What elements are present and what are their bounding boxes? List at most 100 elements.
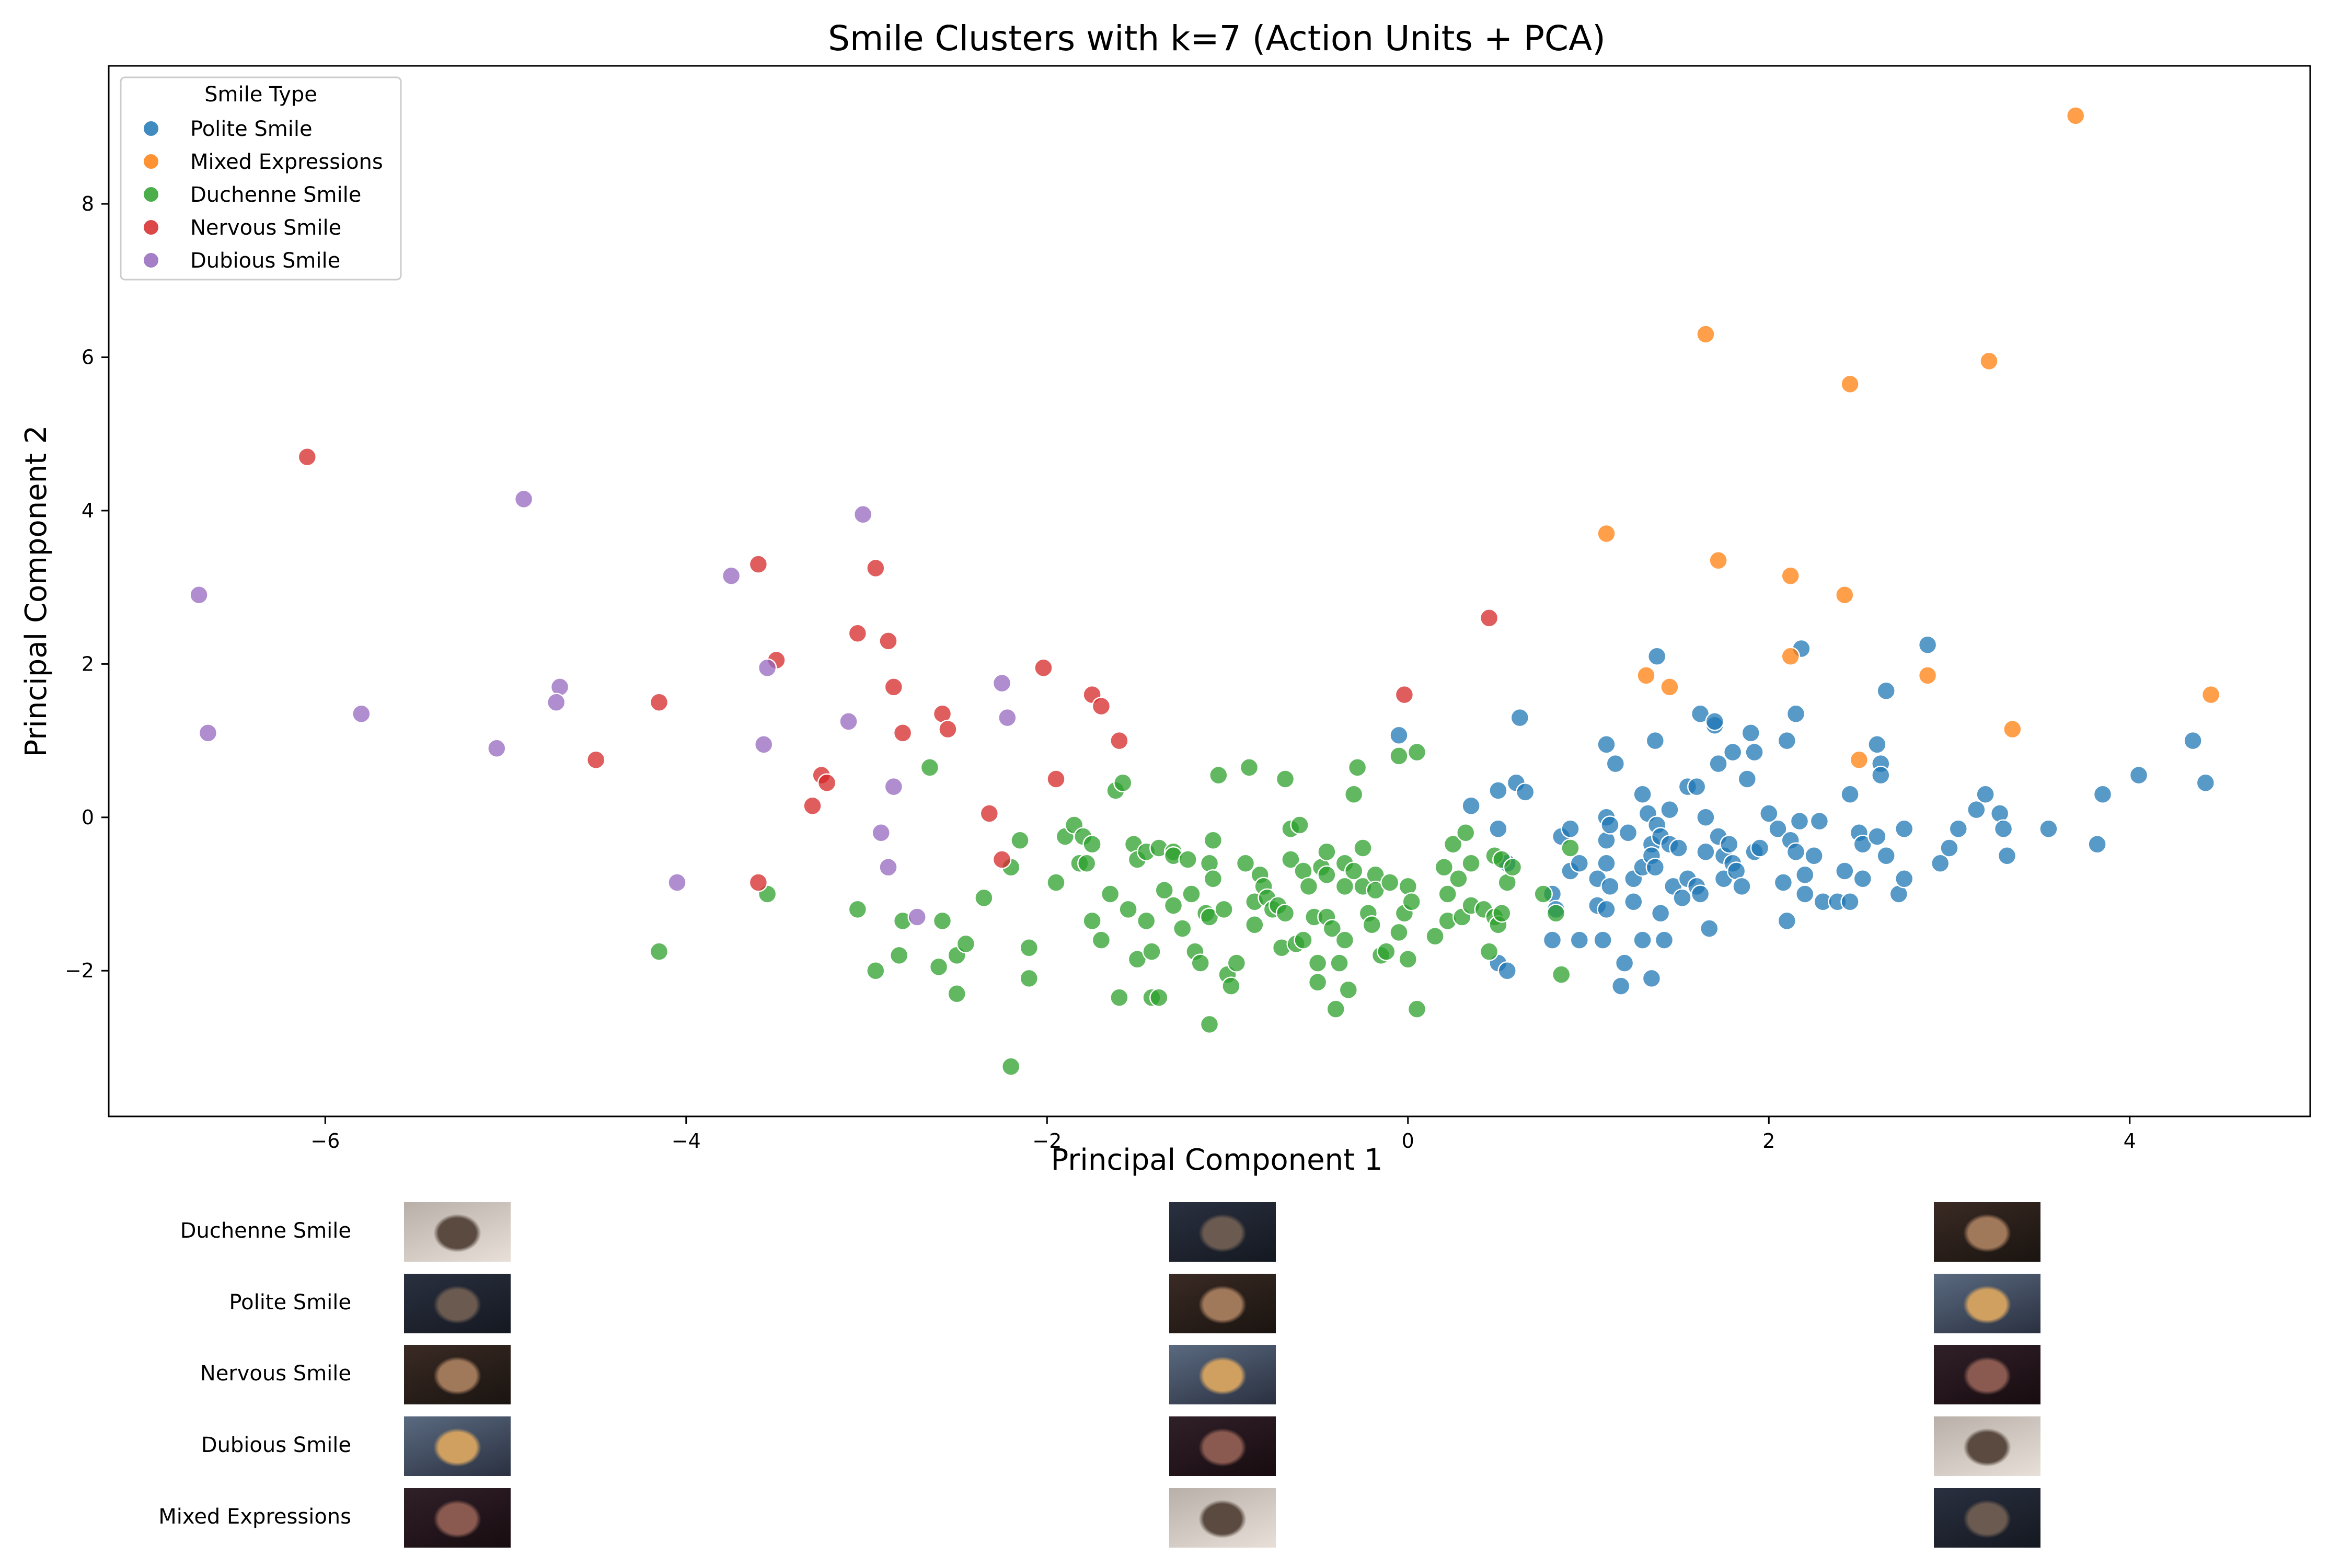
x-tick-label: −2: [1032, 1129, 1062, 1152]
data-point-duchenne-smile: [1362, 915, 1381, 935]
gallery-row-label: Nervous Smile: [200, 1362, 351, 1386]
gallery-row-label: Duchenne Smile: [180, 1219, 351, 1243]
data-point-duchenne-smile: [1281, 850, 1300, 869]
y-tick-label: 2: [82, 652, 94, 675]
data-point-duchenne-smile: [1203, 869, 1223, 889]
data-point-duchenne-smile: [1236, 854, 1255, 873]
data-point-duchenne-smile: [974, 888, 994, 908]
data-point-polite-smile: [1687, 777, 1707, 797]
data-point-nervous-smile: [893, 723, 913, 743]
data-point-duchenne-smile: [1136, 911, 1156, 931]
data-point-mixed-expressions: [1696, 325, 1715, 344]
data-point-duchenne-smile: [1275, 769, 1295, 789]
legend-title: Smile Type: [204, 83, 317, 107]
example-thumbnail: [1169, 1488, 1276, 1548]
data-point-nervous-smile: [866, 558, 885, 578]
data-point-polite-smile: [1597, 735, 1616, 754]
data-point-dubious-smile: [839, 712, 858, 731]
data-point-nervous-smile: [817, 773, 837, 793]
data-point-mixed-expressions: [1840, 374, 1860, 394]
data-point-polite-smile: [1918, 635, 1938, 654]
data-point-polite-smile: [1786, 842, 1806, 862]
data-point-polite-smile: [1700, 919, 1719, 938]
data-point-mixed-expressions: [1781, 647, 1800, 666]
data-point-nervous-smile: [649, 693, 669, 712]
y-tick-label: 8: [82, 192, 94, 215]
data-point-polite-smile: [1997, 846, 2017, 866]
data-point-polite-smile: [1615, 953, 1634, 973]
data-point-duchenne-smile: [1335, 877, 1355, 896]
data-point-polite-smile: [1853, 869, 1873, 889]
data-point-duchenne-smile: [1019, 969, 1039, 988]
data-point-polite-smile: [1611, 976, 1631, 996]
data-point-polite-smile: [1461, 796, 1481, 816]
example-thumbnail: [404, 1488, 511, 1548]
data-point-duchenne-smile: [1402, 892, 1421, 912]
data-point-duchenne-smile: [1317, 842, 1336, 862]
data-point-duchenne-smile: [848, 900, 868, 919]
data-point-dubious-smile: [667, 873, 687, 892]
x-tick-label: 0: [1402, 1129, 1414, 1152]
data-point-polite-smile: [1645, 731, 1665, 751]
data-point-duchenne-smile: [1449, 869, 1468, 889]
example-thumbnail: [404, 1345, 511, 1404]
data-point-duchenne-smile: [1546, 903, 1566, 923]
data-point-polite-smile: [1633, 930, 1652, 950]
data-point-nervous-smile: [748, 555, 768, 574]
data-point-duchenne-smile: [1377, 942, 1396, 961]
data-point-polite-smile: [1795, 884, 1815, 904]
data-point-polite-smile: [1618, 823, 1638, 843]
data-point-duchenne-smile: [1209, 765, 1228, 785]
data-point-polite-smile: [1515, 782, 1535, 802]
data-point-duchenne-smile: [1142, 942, 1161, 961]
data-point-nervous-smile: [1479, 608, 1499, 628]
data-point-polite-smile: [1624, 892, 1643, 912]
data-point-polite-smile: [1651, 903, 1670, 923]
example-thumbnail: [1169, 1202, 1276, 1262]
data-point-duchenne-smile: [1155, 880, 1174, 900]
legend-entries: Polite Smile Mixed Expressions Duchenne Sm…: [143, 117, 383, 273]
data-point-nervous-smile: [1394, 685, 1414, 705]
data-point-duchenne-smile: [1290, 815, 1309, 835]
data-point-dubious-smile: [998, 708, 1017, 728]
data-point-duchenne-smile: [1438, 884, 1457, 904]
data-point-mixed-expressions: [1849, 750, 1869, 770]
data-point-polite-smile: [1705, 712, 1724, 731]
data-point-duchenne-smile: [1534, 884, 1553, 904]
data-point-duchenne-smile: [932, 911, 952, 931]
example-thumbnail: [404, 1416, 511, 1476]
data-point-mixed-expressions: [2201, 685, 2221, 705]
data-point-polite-smile: [1723, 742, 1743, 762]
data-point-duchenne-smile: [1380, 873, 1400, 892]
data-point-duchenne-smile: [1221, 976, 1241, 996]
data-point-duchenne-smile: [1163, 896, 1183, 915]
data-point-polite-smile: [1867, 735, 1887, 754]
data-point-polite-smile: [1673, 888, 1692, 908]
data-point-polite-smile: [1561, 819, 1580, 839]
data-point-dubious-smile: [992, 673, 1012, 693]
data-point-duchenne-smile: [1046, 873, 1066, 892]
data-point-nervous-smile: [803, 796, 822, 816]
data-point-nervous-smile: [979, 804, 999, 823]
data-point-duchenne-smile: [1434, 857, 1454, 877]
data-point-duchenne-smile: [920, 758, 940, 777]
data-point-duchenne-smile: [1275, 903, 1295, 923]
data-point-polite-smile: [1542, 930, 1562, 950]
data-point-polite-smile: [1709, 754, 1728, 774]
data-point-mixed-expressions: [1709, 551, 1728, 570]
data-point-polite-smile: [1647, 647, 1667, 666]
data-point-nervous-smile: [848, 624, 868, 643]
data-point-duchenne-smile: [1299, 877, 1319, 896]
data-point-nervous-smile: [748, 873, 768, 892]
legend-label: Dubious Smile: [190, 249, 340, 273]
data-point-duchenne-smile: [1110, 988, 1129, 1007]
data-point-polite-smile: [1633, 785, 1652, 804]
data-point-polite-smile: [1497, 961, 1517, 981]
data-point-polite-smile: [1732, 877, 1751, 896]
data-point-polite-smile: [1745, 742, 1764, 762]
data-point-duchenne-smile: [1091, 930, 1111, 950]
data-point-duchenne-smile: [1227, 953, 1247, 973]
chart-title: Smile Clusters with k=7 (Action Units + …: [828, 18, 1606, 59]
y-tick-label: 0: [82, 806, 94, 829]
data-point-duchenne-smile: [929, 957, 949, 977]
